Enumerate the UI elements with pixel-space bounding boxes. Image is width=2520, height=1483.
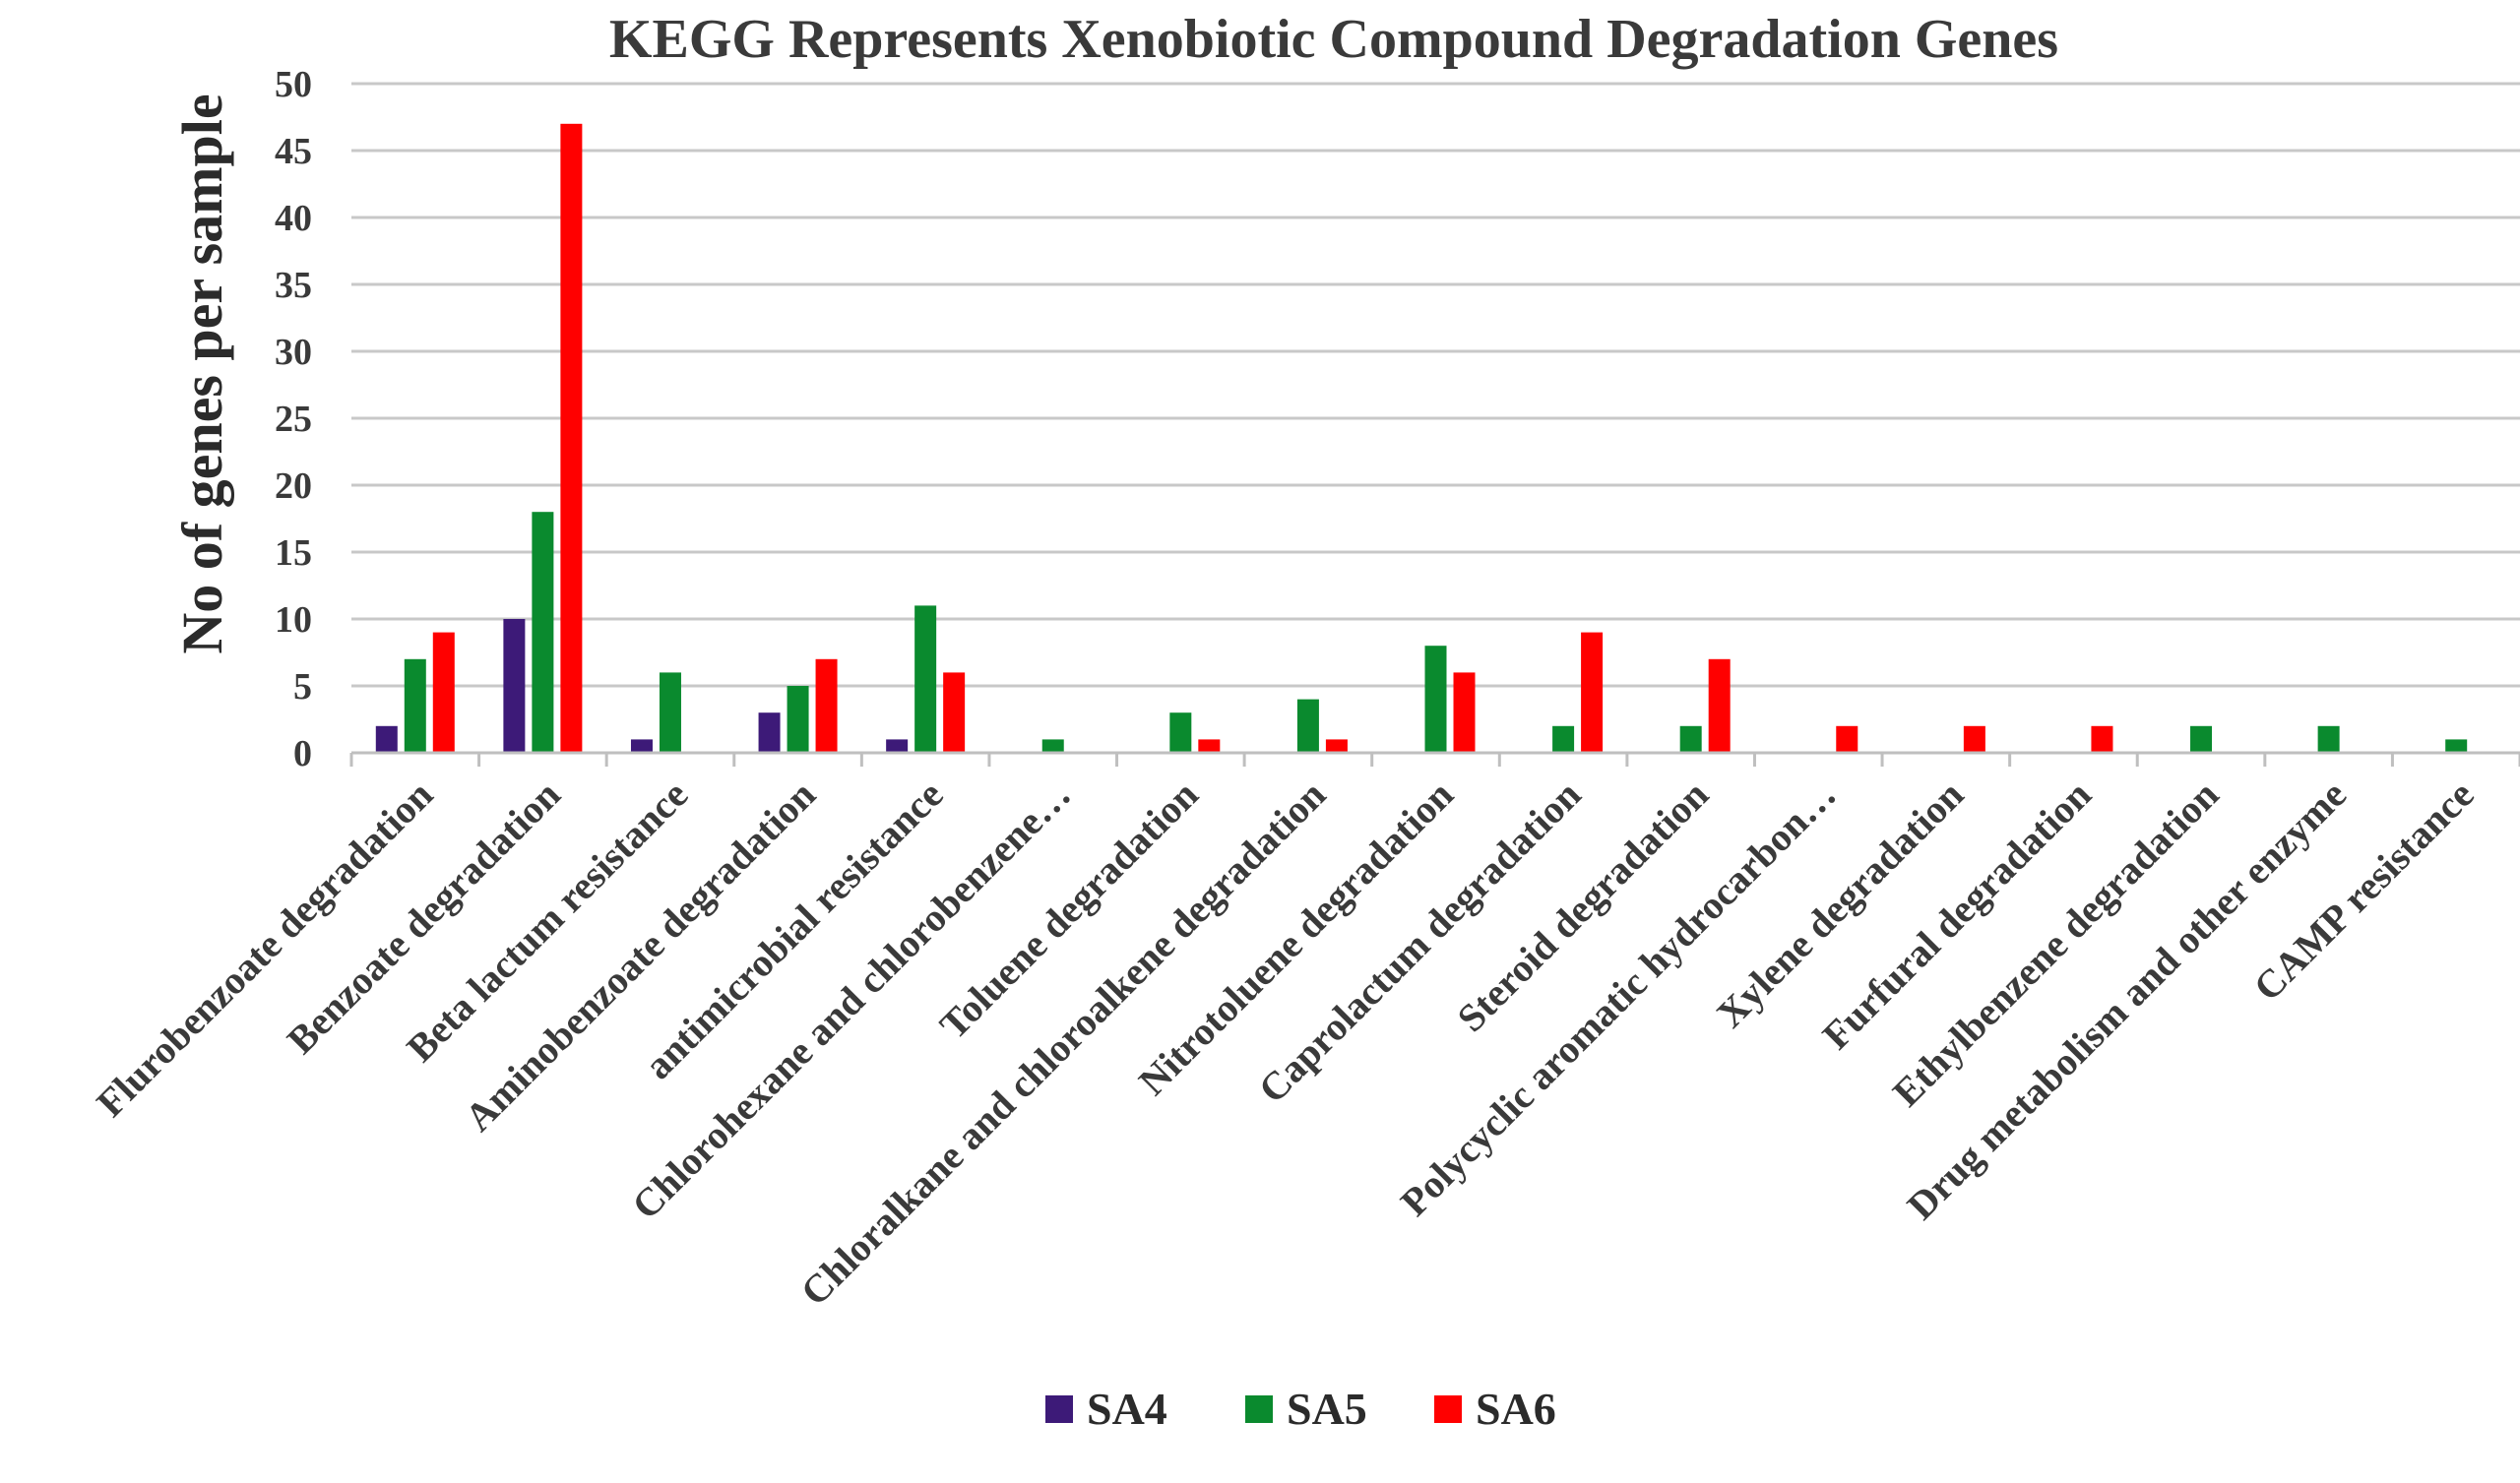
bar-sa5	[532, 512, 554, 753]
legend-swatch-sa6	[1434, 1395, 1462, 1423]
bar-sa6	[1198, 739, 1221, 753]
y-tick-label: 45	[275, 131, 312, 172]
bars	[375, 123, 2468, 754]
bar-sa5	[2317, 725, 2340, 753]
bar-sa6	[432, 632, 455, 753]
bar-sa6	[815, 658, 838, 753]
bar-sa6	[943, 672, 966, 753]
bar-sa6	[1708, 658, 1731, 753]
y-axis-ticks: 0 5 10 15 20 25 30 35 40 45 50	[275, 64, 312, 774]
y-tick-label: 20	[275, 465, 312, 507]
legend: SA4 SA5 SA6	[1045, 1384, 1556, 1434]
legend-label-sa4: SA4	[1087, 1384, 1167, 1434]
y-tick-label: 0	[293, 733, 312, 774]
y-tick-label: 35	[275, 265, 312, 306]
bar-sa5	[2445, 739, 2468, 753]
bar-sa6	[1325, 739, 1348, 753]
y-tick-label: 5	[293, 666, 312, 708]
bar-sa5	[1169, 712, 1192, 753]
bar-sa5	[914, 605, 937, 753]
bar-sa5	[1679, 725, 1702, 753]
bar-sa4	[503, 619, 526, 753]
bar-sa5	[1424, 646, 1447, 753]
x-tick-label: Xylene degradation	[1708, 772, 1972, 1036]
bar-sa6	[1453, 672, 1476, 753]
chart-title: KEGG Represents Xenobiotic Compound Degr…	[609, 9, 2058, 70]
legend-label-sa6: SA6	[1476, 1384, 1556, 1434]
y-tick-label: 30	[275, 332, 312, 373]
bar-sa5	[659, 672, 681, 753]
bar-sa6	[1836, 725, 1858, 753]
bar-sa4	[630, 739, 653, 753]
bar-sa6	[560, 123, 583, 754]
bar-sa4	[375, 725, 398, 753]
y-tick-label: 50	[275, 64, 312, 105]
bar-sa5	[404, 658, 426, 753]
bar-sa5	[1552, 725, 1575, 753]
y-axis-label: No of genes per sample	[170, 93, 234, 653]
y-tick-label: 10	[275, 599, 312, 641]
bar-sa5	[2190, 725, 2213, 753]
bar-sa6	[1581, 632, 1604, 753]
bar-sa4	[758, 712, 781, 753]
y-tick-label: 40	[275, 198, 312, 239]
gridlines	[351, 82, 2520, 688]
bar-sa4	[886, 739, 909, 753]
bar-sa5	[1296, 699, 1319, 753]
y-tick-label: 15	[275, 532, 312, 574]
x-tick-label: CAMP resistance	[2245, 772, 2483, 1010]
legend-swatch-sa4	[1045, 1395, 1073, 1423]
x-axis	[349, 751, 2520, 767]
bar-sa5	[787, 686, 809, 753]
bar-sa5	[1041, 739, 1064, 753]
bar-sa6	[1963, 725, 1985, 753]
legend-label-sa5: SA5	[1287, 1384, 1367, 1434]
bar-sa6	[2091, 725, 2113, 753]
x-tick-label: Steroid degradation	[1449, 772, 1718, 1041]
y-tick-label: 25	[275, 399, 312, 440]
legend-swatch-sa5	[1245, 1395, 1273, 1423]
